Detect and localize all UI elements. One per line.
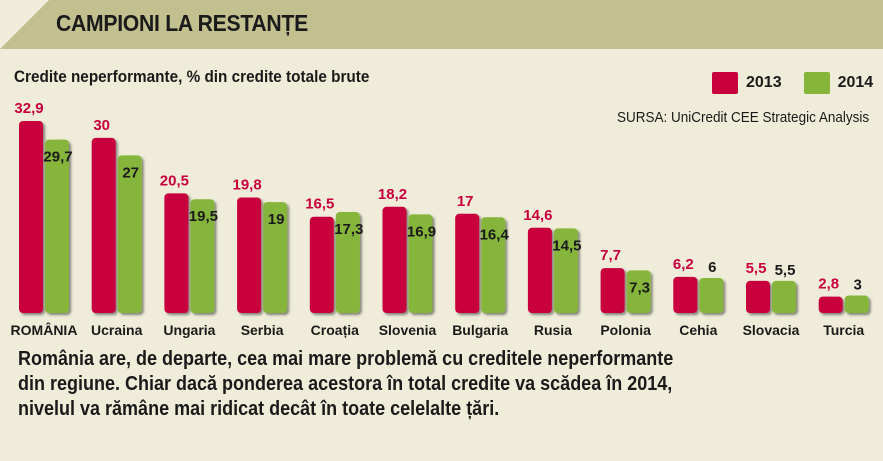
- bar-2014-cat-5: [408, 214, 433, 313]
- data-label-2013-cat-0: 32,9: [14, 100, 43, 117]
- bar-2014-cat-4: [335, 212, 360, 313]
- bar-2014-cat-9: [699, 277, 724, 313]
- bar-2013-cat-4: [309, 216, 334, 313]
- data-label-2014-cat-8: 7,3: [629, 279, 650, 296]
- bar-2013-cat-0: [19, 121, 43, 313]
- source-note: SURSA: UniCredit CEE Strategic Analysis: [616, 109, 869, 126]
- data-label-2014-cat-2: 19,5: [189, 208, 218, 225]
- data-label-2014-cat-10: 5,5: [775, 262, 796, 279]
- bar-2013-cat-6: [455, 213, 480, 313]
- data-label-2014-cat-0: 29,7: [43, 149, 72, 166]
- footer-line-3: nivelul va rămâne mai ridicat decât în t…: [18, 398, 500, 420]
- category-label-cat-8: Polonia: [600, 322, 651, 338]
- data-label-2013-cat-2: 20,5: [160, 172, 189, 189]
- data-label-2013-cat-9: 6,2: [673, 256, 694, 273]
- footer-line-1: România are, de departe, cea mai mare pr…: [18, 348, 674, 370]
- category-label-cat-9: Cehia: [679, 322, 717, 338]
- data-label-2013-cat-3: 19,8: [232, 176, 261, 193]
- data-label-2014-cat-3: 19: [268, 211, 285, 228]
- bar-2013-cat-8: [600, 268, 625, 313]
- category-label-cat-10: Slovacia: [743, 322, 800, 338]
- bar-2013-cat-11: [818, 296, 843, 313]
- data-label-2014-cat-4: 17,3: [334, 221, 363, 238]
- category-label-cat-2: Ungaria: [163, 322, 215, 338]
- footer-line-2: din regiune. Chiar dacă ponderea acestor…: [18, 373, 673, 395]
- data-label-2013-cat-8: 7,7: [600, 247, 621, 264]
- data-label-2013-cat-1: 30: [93, 117, 110, 134]
- bar-2013-cat-1: [91, 137, 116, 313]
- bar-2014-cat-1: [117, 155, 142, 313]
- bar-2013-cat-2: [164, 193, 189, 313]
- category-label-cat-5: Slovenia: [379, 322, 437, 338]
- category-label-cat-4: Croația: [311, 322, 359, 338]
- legend-label-2013: 2013: [746, 74, 782, 91]
- category-label-cat-0: ROMÂNIA: [11, 321, 78, 338]
- chart-legend: 2013 2014: [712, 72, 873, 94]
- bar-2014-cat-2: [190, 199, 215, 313]
- corner-decoration: [0, 0, 49, 49]
- bar-2014-cat-10: [772, 280, 796, 313]
- legend-item-2013: 2013: [712, 72, 782, 94]
- category-label-cat-6: Bulgaria: [452, 322, 508, 338]
- legend-item-2014: 2014: [803, 72, 874, 94]
- data-label-2013-cat-6: 17: [457, 193, 474, 210]
- data-label-2013-cat-11: 2,8: [818, 276, 839, 293]
- bar-2013-cat-7: [527, 227, 552, 313]
- bar-2013-cat-10: [746, 280, 770, 313]
- bar-2013-cat-3: [237, 197, 262, 313]
- bar-2014-cat-6: [481, 217, 506, 313]
- bar-2013-cat-5: [382, 206, 407, 313]
- legend-swatch-2014: [803, 72, 830, 94]
- data-label-2014-cat-9: 6: [708, 259, 716, 276]
- header-bar: CAMPIONI LA RESTANȚE: [0, 0, 883, 49]
- data-label-2014-cat-7: 14,5: [552, 237, 581, 254]
- category-label-cat-1: Ucraina: [91, 322, 143, 338]
- bar-2014-cat-8: [626, 270, 651, 313]
- category-label-cat-11: Turcia: [823, 322, 864, 338]
- category-label-cat-3: Serbia: [241, 322, 284, 338]
- chart-title: Credite neperformante, % din credite tot…: [14, 67, 370, 86]
- data-label-2014-cat-6: 16,4: [480, 226, 510, 243]
- bar-2014-cat-7: [553, 228, 578, 313]
- data-label-2014-cat-5: 16,9: [407, 223, 436, 240]
- data-label-2014-cat-1: 27: [122, 164, 139, 181]
- data-label-2013-cat-7: 14,6: [523, 207, 552, 224]
- legend-label-2014: 2014: [837, 74, 874, 91]
- bar-2014-cat-0: [45, 139, 69, 313]
- page-title: CAMPIONI LA RESTANȚE: [56, 10, 308, 36]
- bar-2014-cat-3: [263, 202, 288, 313]
- data-label-2013-cat-4: 16,5: [305, 196, 334, 213]
- data-label-2014-cat-11: 3: [854, 276, 862, 293]
- category-label-cat-7: Rusia: [534, 322, 572, 338]
- data-label-2013-cat-5: 18,2: [378, 186, 407, 203]
- footer-text: România are, de departe, cea mai mare pr…: [18, 347, 868, 422]
- bar-2013-cat-9: [673, 276, 698, 313]
- bar-2014-cat-11: [844, 295, 869, 313]
- legend-swatch-2013: [712, 72, 738, 94]
- data-label-2013-cat-10: 5,5: [746, 260, 767, 277]
